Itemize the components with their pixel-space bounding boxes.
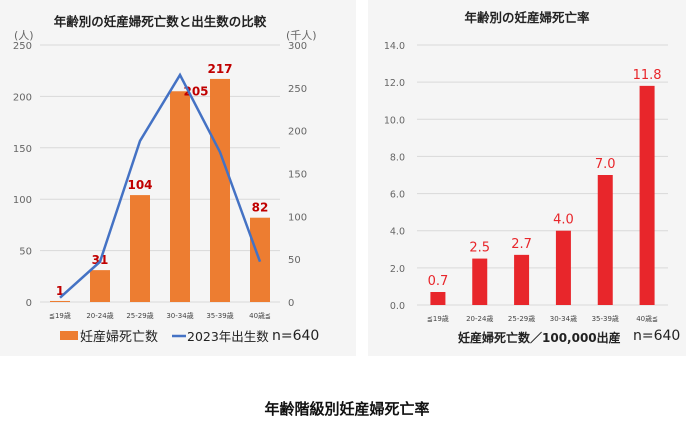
y-axis-tick-label: 4.0 xyxy=(390,227,405,238)
bar-rate xyxy=(514,254,530,305)
right-chart-title: 年齢別の妊産婦死亡率 xyxy=(464,10,590,25)
bar-rate xyxy=(597,175,613,305)
bar-data-label: 82 xyxy=(252,201,269,215)
bar-data-label: 2.5 xyxy=(469,241,490,256)
bar-rate xyxy=(430,292,446,305)
y-axis-tick-label: 6.0 xyxy=(390,190,405,201)
x-tick-label: ≦19歳 xyxy=(49,311,71,320)
bar-data-label: 7.0 xyxy=(595,157,616,172)
x-tick-label: 35-39歳 xyxy=(592,314,619,323)
y-axis-tick-label: 0.0 xyxy=(390,301,405,312)
left-chart-note: n=640 xyxy=(272,328,319,344)
bar-data-label: 2.7 xyxy=(511,237,532,252)
bar-data-label: 11.8 xyxy=(633,68,662,83)
bar-rate xyxy=(639,85,655,305)
y-axis-tick-label: 8.0 xyxy=(390,152,405,163)
right-axis-tick-label: 50 xyxy=(288,255,301,266)
left-axis-tick-label: 100 xyxy=(13,195,32,206)
right-axis-tick-label: 200 xyxy=(288,127,307,138)
y-axis-tick-label: 12.0 xyxy=(384,78,405,89)
y-axis-tick-label: 2.0 xyxy=(390,264,405,275)
bar-data-label: 0.7 xyxy=(428,274,449,289)
right-axis-unit: (千人) xyxy=(286,29,317,42)
right-axis-tick-label: 300 xyxy=(288,41,307,52)
x-tick-label: 35-39歳 xyxy=(206,311,233,320)
y-axis-tick-label: 10.0 xyxy=(384,115,405,126)
left-axis-tick-label: 250 xyxy=(13,41,32,52)
legend-label-births: 2023年出生数 xyxy=(187,329,269,344)
y-axis-tick-label: 14.0 xyxy=(384,41,405,52)
bar-deaths xyxy=(90,270,110,302)
left-axis-tick-label: 50 xyxy=(19,247,32,258)
right-axis-tick-label: 250 xyxy=(288,84,307,95)
bar-data-label: 4.0 xyxy=(553,213,574,228)
x-tick-label: ≦19歳 xyxy=(427,314,449,323)
left-axis-tick-label: 0 xyxy=(26,298,32,309)
bar-deaths xyxy=(130,195,150,302)
x-tick-label: 40歳≦ xyxy=(636,314,658,323)
bar-data-label: 1 xyxy=(56,284,64,298)
bar-data-label: 104 xyxy=(127,178,152,192)
x-tick-label: 20-24歳 xyxy=(466,314,493,323)
left-axis-tick-label: 150 xyxy=(13,144,32,155)
x-tick-label: 30-34歳 xyxy=(550,314,577,323)
figure-caption: 年齢階級別妊産婦死亡率 xyxy=(264,400,430,418)
right-chart-xlabel: 妊産婦死亡数／100,000出産 xyxy=(458,330,621,345)
bar-deaths xyxy=(210,78,230,302)
bar-data-label: 217 xyxy=(207,62,232,76)
legend-swatch-deaths xyxy=(60,331,78,340)
bar-rate xyxy=(555,230,571,305)
right-axis-tick-label: 0 xyxy=(288,298,294,309)
x-tick-label: 40歳≦ xyxy=(249,311,271,320)
bar-deaths xyxy=(50,300,70,302)
x-tick-label: 20-24歳 xyxy=(86,311,113,320)
left-axis-unit: (人) xyxy=(14,29,34,42)
legend-label-deaths: 妊産婦死亡数 xyxy=(80,329,158,345)
x-tick-label: 25-29歳 xyxy=(508,314,535,323)
x-tick-label: 25-29歳 xyxy=(126,311,153,320)
left-chart-title: 年齢別の妊産婦死亡数と出生数の比較 xyxy=(54,14,267,29)
left-axis-tick-label: 200 xyxy=(13,92,32,103)
right-axis-tick-label: 150 xyxy=(288,170,307,181)
line-births xyxy=(59,72,262,299)
right-axis-tick-label: 100 xyxy=(288,212,307,223)
bar-deaths xyxy=(170,91,190,302)
x-tick-label: 30-34歳 xyxy=(166,311,193,320)
right-chart-note: n=640 xyxy=(633,328,680,344)
bar-rate xyxy=(472,258,488,305)
